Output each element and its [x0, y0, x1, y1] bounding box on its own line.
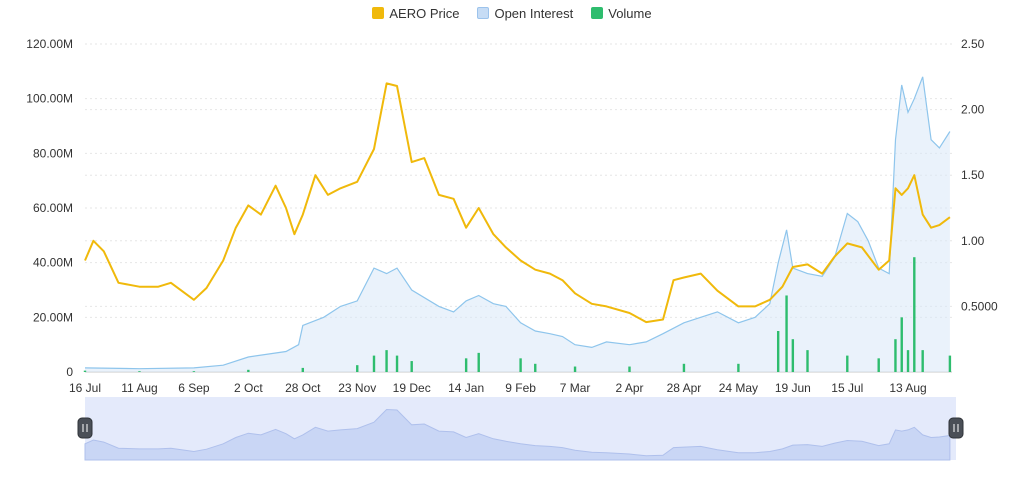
x-tick-label: 13 Aug — [889, 381, 926, 395]
volume-bar — [906, 350, 910, 372]
volume-bar — [138, 371, 141, 372]
y-right-tick-label: 1.50 — [961, 168, 985, 182]
x-tick-label: 9 Feb — [505, 381, 536, 395]
range-navigator[interactable] — [77, 397, 964, 461]
x-tick-label: 24 May — [719, 381, 758, 395]
volume-bar — [913, 257, 916, 372]
volume-bar — [948, 355, 952, 372]
navigator-right-handle[interactable] — [948, 417, 964, 439]
volume-bar — [410, 361, 413, 372]
y-right-tick-label: 2.50 — [961, 37, 985, 51]
price-line — [84, 82, 951, 324]
x-tick-label: 15 Jul — [831, 381, 863, 395]
x-tick-label: 19 Dec — [393, 381, 431, 395]
x-tick-label: 6 Sep — [178, 381, 210, 395]
legend-price-label: AERO Price — [389, 5, 460, 21]
volume-series — [83, 257, 952, 372]
x-tick-label: 28 Oct — [285, 381, 321, 395]
volume-bar — [477, 352, 480, 372]
y-left-tick-label: 100.00M — [26, 92, 73, 106]
open-interest-swatch-icon — [477, 7, 490, 19]
legend-open-interest-label: Open Interest — [494, 5, 574, 21]
x-tick-label: 19 Jun — [775, 381, 811, 395]
y-left-tick-label: 80.00M — [33, 146, 73, 160]
open-interest-area — [85, 76, 950, 373]
volume-bar — [791, 339, 795, 372]
x-tick-label: 2 Oct — [234, 381, 263, 395]
volume-bar — [192, 371, 196, 372]
volume-bar — [534, 363, 537, 372]
volume-bar — [921, 350, 924, 372]
volume-bar — [395, 355, 399, 372]
y-left-tick-label: 60.00M — [33, 201, 73, 215]
volume-bar — [785, 295, 788, 372]
x-tick-label: 11 Aug — [121, 381, 157, 395]
y-left-tick-label: 20.00M — [33, 310, 73, 324]
x-tick-label: 28 Apr — [667, 381, 702, 395]
x-tick-label: 16 Jul — [69, 381, 101, 395]
volume-bar — [737, 363, 740, 372]
price-series — [84, 82, 951, 324]
navigator-series — [84, 408, 951, 461]
chart-legend: AERO Price Open Interest Volume — [0, 3, 1024, 23]
y-right-tick-label: 0.5000 — [961, 299, 998, 313]
volume-bar — [776, 331, 780, 372]
price-swatch-icon — [372, 7, 385, 19]
drag-handle-icon — [948, 417, 964, 439]
volume-bar — [372, 355, 376, 372]
open-interest-line — [84, 76, 951, 370]
drag-handle-icon — [77, 417, 93, 439]
volume-bar — [628, 366, 631, 372]
volume-bar — [356, 365, 359, 372]
y-right-tick-label: 1.00 — [961, 234, 985, 248]
y-axis-right: 0.5000 1.00 1.50 2.00 2.50 — [961, 37, 998, 313]
y-left-tick-label: 0 — [66, 365, 73, 379]
volume-bar — [385, 350, 388, 372]
volume-bar — [846, 355, 849, 372]
volume-bar — [83, 370, 87, 372]
volume-bar — [682, 363, 686, 372]
y-left-tick-label: 120.00M — [26, 37, 73, 51]
volume-bar — [519, 358, 522, 372]
volume-bar — [877, 358, 880, 372]
volume-bar — [247, 369, 250, 372]
legend-item-open-interest[interactable]: Open Interest — [477, 6, 573, 21]
volume-bar — [301, 367, 304, 372]
volume-bar — [464, 358, 468, 372]
x-tick-label: 7 Mar — [560, 381, 591, 395]
legend-item-price[interactable]: AERO Price — [372, 6, 459, 21]
y-right-tick-label: 2.00 — [961, 103, 985, 117]
volume-bar — [894, 339, 897, 372]
volume-bar — [573, 366, 577, 372]
legend-volume-label: Volume — [608, 5, 652, 21]
volume-bar — [900, 317, 903, 372]
volume-swatch-icon — [591, 7, 604, 19]
x-tick-label: 23 Nov — [338, 381, 376, 395]
x-tick-label: 14 Jan — [448, 381, 484, 395]
open-interest-series — [84, 76, 951, 373]
y-left-tick-label: 40.00M — [33, 256, 73, 270]
navigator-left-handle[interactable] — [77, 417, 93, 439]
y-axis-left: 0 20.00M 40.00M 60.00M 80.00M 100.00M 120.00M — [26, 37, 73, 379]
legend-item-volume[interactable]: Volume — [591, 5, 652, 21]
volume-bar — [806, 350, 809, 372]
x-tick-label: 2 Apr — [615, 381, 643, 395]
x-axis: 16 Jul 11 Aug 6 Sep 2 Oct 28 Oct 23 Nov 19 Dec… — [69, 381, 927, 395]
